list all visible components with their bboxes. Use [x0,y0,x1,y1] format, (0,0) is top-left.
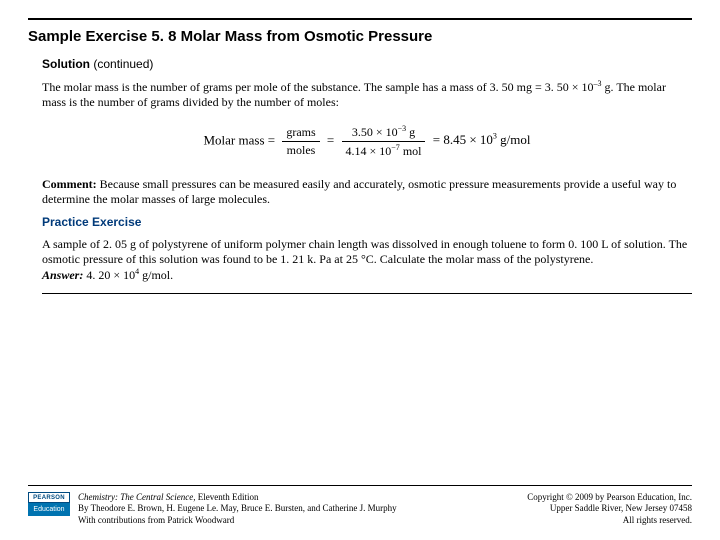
contrib: With contributions from Patrick Woodward [78,515,234,525]
eq-mid: = [327,132,338,147]
answer-a: 4. 20 × 10 [83,268,135,282]
logo-top: PEARSON [28,492,70,503]
copyright: Copyright © 2009 by Pearson Education, I… [527,492,692,526]
f2da: 4.14 × 10 [346,144,392,158]
footer-left: PEARSON Education Chemistry: The Central… [28,492,397,526]
eq-frac1: grams moles [282,125,319,158]
solution-heading: Solution (continued) [42,57,692,71]
rhb: g/mol [497,132,531,147]
para-exp: –3 [594,79,602,88]
practice-heading: Practice Exercise [42,215,692,229]
footer-rule [28,485,692,486]
comment-label: Comment: [42,177,97,191]
f2nb: g [406,125,415,139]
exercise-title: Sample Exercise 5. 8 Molar Mass from Osm… [28,28,692,45]
mid-rule [42,293,692,294]
answer-label: Answer: [42,268,83,282]
logo-bot: Education [28,503,70,516]
comment-para: Comment: Because small pressures can be … [42,177,692,207]
copy1: Copyright © 2009 by Pearson Education, I… [527,492,692,502]
authors: By Theodore E. Brown, H. Eugene Le. May,… [78,503,397,513]
f2na: 3.50 × 10 [352,125,398,139]
frac2-den: 4.14 × 10−7 mol [342,142,426,159]
credits: Chemistry: The Central Science, Eleventh… [78,492,397,526]
answer-b: g/mol. [139,268,173,282]
f2de: −7 [391,143,400,152]
book-title: Chemistry: The Central Science, [78,492,195,502]
practice-para: A sample of 2. 05 g of polystyrene of un… [42,237,692,283]
frac1-den: moles [282,142,319,158]
copy2: Upper Saddle River, New Jersey 07458 [550,503,692,513]
f2db: mol [400,144,422,158]
solution-label: Solution [42,57,90,71]
frac2-num: 3.50 × 10−3 g [342,124,426,142]
solution-block: Solution (continued) The molar mass is t… [28,57,692,294]
rha: = 8.45 × 10 [433,132,493,147]
solution-para: The molar mass is the number of grams pe… [42,79,692,110]
eq-rhs: = 8.45 × 103 g/mol [433,132,531,147]
molar-mass-equation: Molar mass = grams moles = 3.50 × 10−3 g… [42,124,692,159]
practice-text: A sample of 2. 05 g of polystyrene of un… [42,237,687,266]
edition: Eleventh Edition [195,492,258,502]
footer: PEARSON Education Chemistry: The Central… [28,473,692,526]
top-rule [28,18,692,20]
para-text-a: The molar mass is the number of grams pe… [42,80,594,94]
pearson-logo: PEARSON Education [28,492,70,526]
copy3: All rights reserved. [623,515,692,525]
frac1-num: grams [282,125,319,142]
comment-text: Because small pressures can be measured … [42,177,676,206]
eq-lhs: Molar mass = [203,132,275,147]
eq-frac2: 3.50 × 10−3 g 4.14 × 10−7 mol [342,124,426,159]
continued-label: (continued) [93,57,153,71]
f2ne: −3 [398,124,407,133]
